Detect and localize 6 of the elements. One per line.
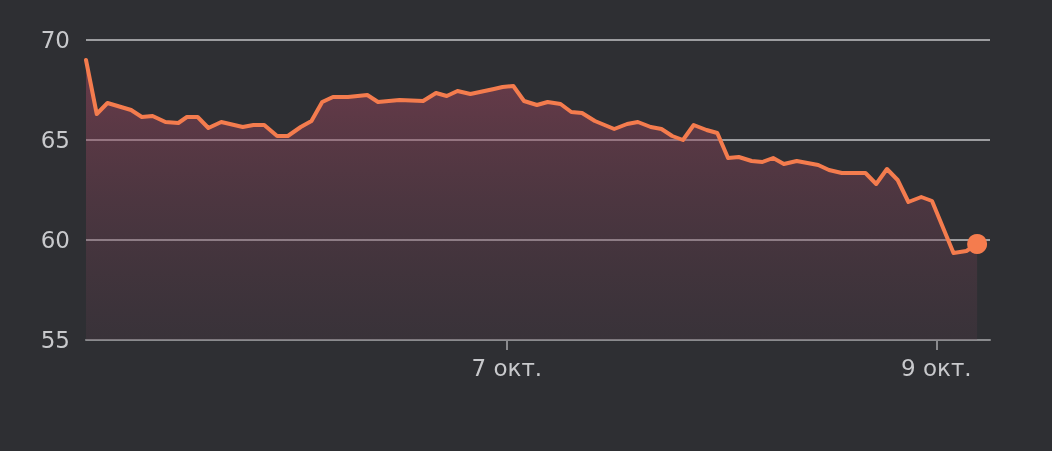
y-tick-label: 65 <box>40 127 70 153</box>
x-tick-label: 7 окт. <box>471 354 543 381</box>
y-tick-label: 70 <box>40 27 70 53</box>
y-tick-label: 55 <box>40 327 70 353</box>
x-tick-label: 9 окт. <box>901 354 972 381</box>
y-tick-label: 60 <box>40 227 70 253</box>
